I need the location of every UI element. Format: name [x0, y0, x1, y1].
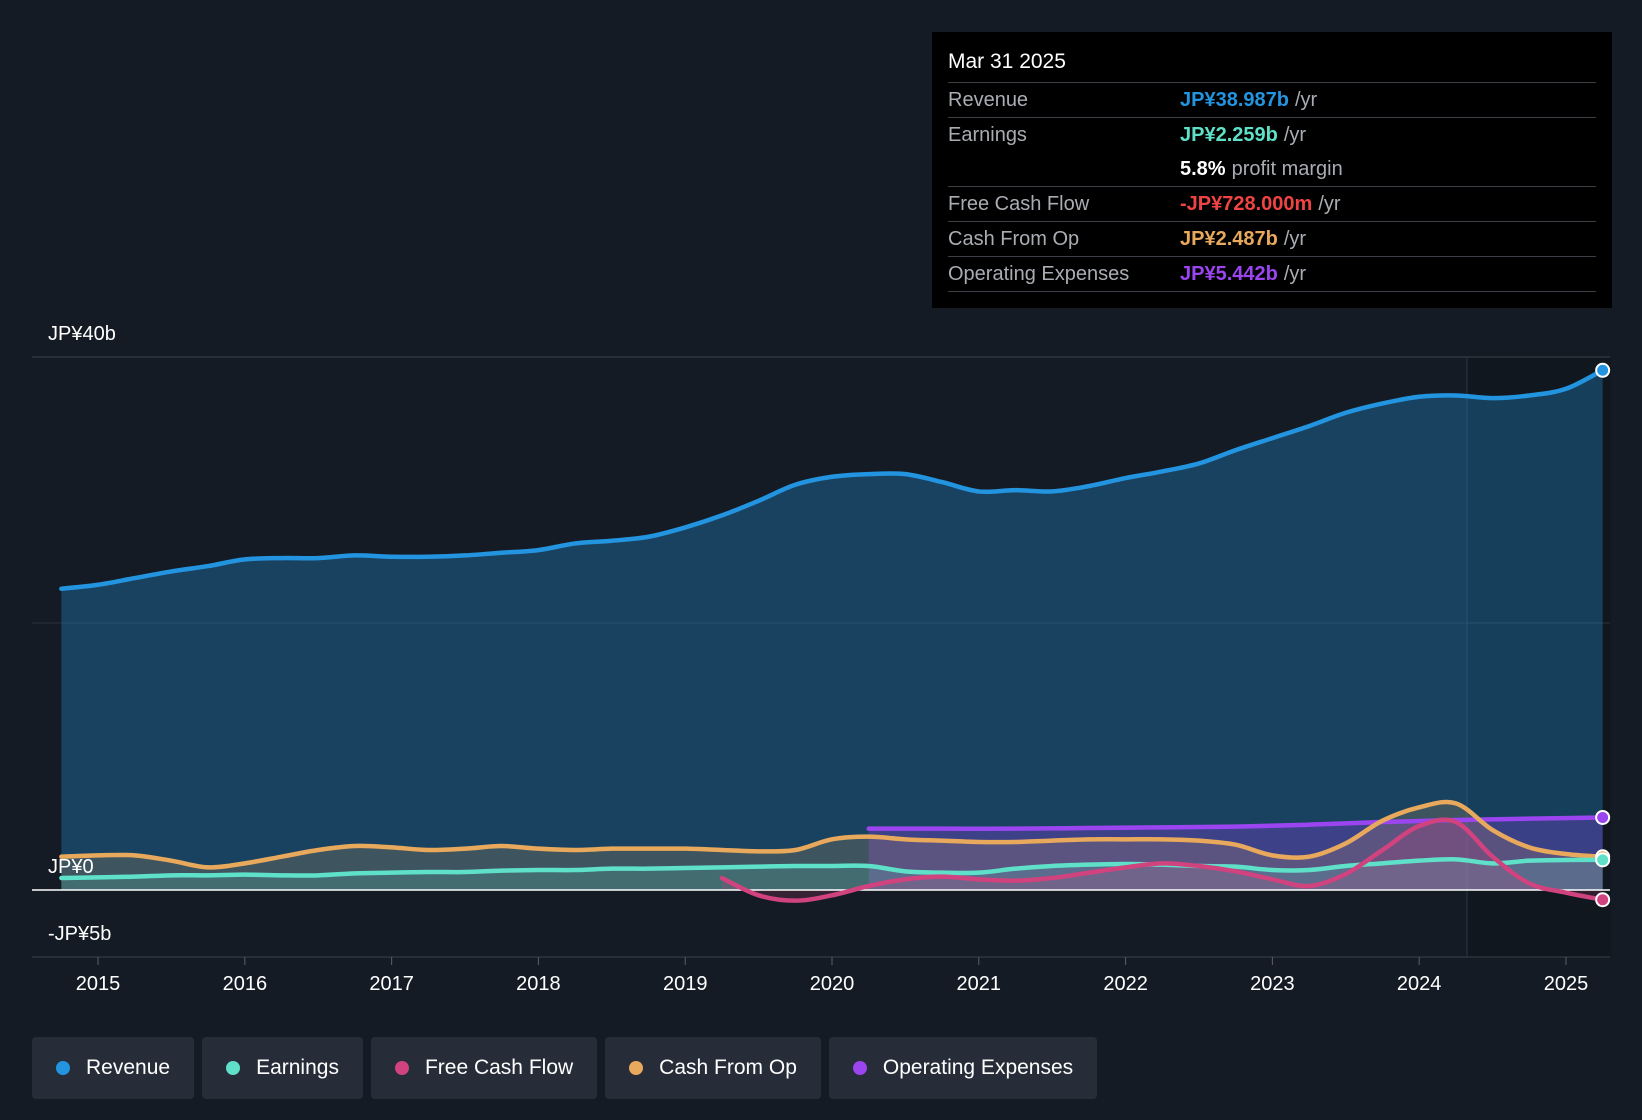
- x-tick-label: 2019: [663, 973, 708, 995]
- fcf-endpoint: [1595, 892, 1611, 908]
- tooltip-row-opex: Operating Expenses JP¥5.442b /yr: [948, 257, 1596, 292]
- tooltip: Mar 31 2025 Revenue JP¥38.987b /yr Earni…: [932, 32, 1612, 308]
- tooltip-date: Mar 31 2025: [948, 46, 1596, 83]
- earnings-endpoint: [1595, 852, 1611, 868]
- earnings-line: [59, 856, 1605, 881]
- tooltip-label: Cash From Op: [948, 227, 1080, 250]
- legend-label: Free Cash Flow: [424, 1056, 574, 1079]
- revenue-endpoint: [1595, 362, 1611, 378]
- cfo-line: [59, 799, 1605, 870]
- tooltip-row-fcf: Free Cash Flow -JP¥728.000m /yr: [948, 187, 1596, 222]
- tooltip-unit: profit margin: [1231, 157, 1343, 180]
- x-tick-label: 2024: [1397, 973, 1442, 995]
- legend-item-cash-from-op[interactable]: Cash From Op: [605, 1037, 821, 1099]
- series-lines: [59, 368, 1605, 903]
- fcf-line: [719, 817, 1605, 903]
- tooltip-value: JP¥5.442b: [1180, 262, 1278, 285]
- x-tick-label: 2020: [810, 973, 855, 995]
- x-tick-label: 2022: [1103, 973, 1148, 995]
- x-tick-label: 2023: [1250, 973, 1295, 995]
- x-tick-label: 2025: [1544, 973, 1589, 995]
- x-tick-label: 2017: [369, 973, 414, 995]
- y-axis-label-top: JP¥40b: [48, 323, 116, 345]
- x-axis-ticks: 2015 2016 2017 2018 2019 2020 2021 2022 2023 2024…: [76, 957, 1588, 995]
- tooltip-unit: /yr: [1318, 192, 1341, 215]
- tooltip-label: Free Cash Flow: [948, 192, 1090, 215]
- y-axis-label-bottom: -JP¥5b: [48, 923, 111, 945]
- series-areas: [61, 370, 1603, 901]
- opex-area: [868, 817, 1603, 890]
- legend-label: Earnings: [256, 1056, 339, 1079]
- revenue-area: [61, 370, 1603, 890]
- legend-item-revenue[interactable]: Revenue: [32, 1037, 195, 1099]
- x-tick-label: 2015: [76, 973, 121, 995]
- tooltip-row-earnings: Earnings JP¥2.259b /yr: [948, 118, 1596, 152]
- tooltip-unit: /yr: [1294, 88, 1318, 111]
- x-tick-label: 2021: [957, 973, 1002, 995]
- free-cash-flow-dot-icon: [394, 1061, 409, 1075]
- x-tick-label: 2018: [516, 973, 561, 995]
- tooltip-row-cfo: Cash From Op JP¥2.487b /yr: [948, 222, 1596, 257]
- operating-expenses-dot-icon: [852, 1061, 867, 1075]
- x-tick-label: 2016: [223, 973, 268, 995]
- revenue-dot-icon: [56, 1061, 70, 1075]
- tooltip-row-margin: 5.8% profit margin: [948, 152, 1596, 187]
- tooltip-value: JP¥38.987b: [1180, 88, 1289, 111]
- tooltip-value: 5.8%: [1180, 157, 1226, 180]
- tooltip-value: JP¥2.487b: [1180, 227, 1278, 250]
- legend-label: Revenue: [86, 1056, 171, 1079]
- legend-item-earnings[interactable]: Earnings: [202, 1037, 363, 1099]
- earnings-dot-icon: [226, 1061, 241, 1075]
- legend-label: Operating Expenses: [882, 1056, 1074, 1079]
- tooltip-value: JP¥2.259b: [1180, 123, 1278, 146]
- tooltip-label: Earnings: [948, 123, 1027, 146]
- tooltip-unit: /yr: [1283, 123, 1307, 146]
- tooltip-label: Revenue: [948, 88, 1029, 111]
- fcf-area: [721, 819, 1603, 901]
- legend-label: Cash From Op: [659, 1056, 797, 1079]
- tooltip-value: -JP¥728.000m: [1180, 192, 1313, 215]
- legend-item-free-cash-flow[interactable]: Free Cash Flow: [370, 1037, 598, 1099]
- tooltip-unit: /yr: [1283, 227, 1307, 250]
- opex-endpoint: [1595, 809, 1611, 825]
- revenue-line: [59, 368, 1605, 591]
- tooltip-label: Operating Expenses: [948, 262, 1130, 285]
- tooltip-row-revenue: Revenue JP¥38.987b /yr: [948, 83, 1596, 118]
- tooltip-unit: /yr: [1283, 262, 1307, 285]
- legend: Revenue Earnings Free Cash Flow Cash Fro…: [32, 1037, 1098, 1099]
- cash-from-op-dot-icon: [629, 1061, 644, 1075]
- legend-item-operating-expenses[interactable]: Operating Expenses: [828, 1037, 1098, 1099]
- y-axis-label-zero: JP¥0: [48, 856, 94, 878]
- series-endpoints: [1595, 362, 1611, 908]
